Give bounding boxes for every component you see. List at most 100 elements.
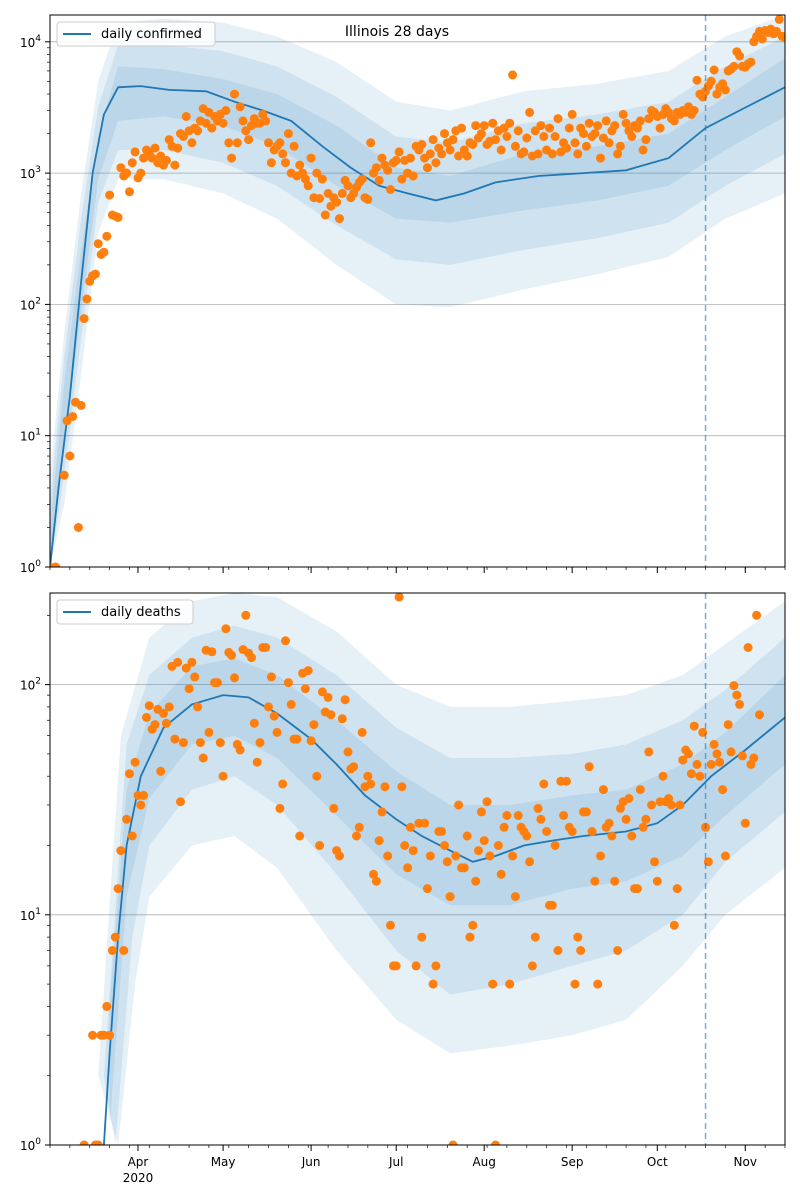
observed-point <box>295 831 305 841</box>
observed-point <box>613 149 623 159</box>
legend-label-daily-deaths: daily deaths <box>101 605 181 620</box>
observed-point <box>303 181 313 191</box>
observed-point <box>99 247 109 257</box>
observed-point <box>244 135 254 145</box>
observed-point <box>604 818 614 828</box>
observed-point <box>502 132 512 141</box>
observed-point <box>581 807 591 817</box>
observed-point <box>235 745 245 755</box>
legend-frame <box>56 599 194 625</box>
observed-point <box>542 827 552 836</box>
observed-point <box>757 34 767 44</box>
observed-point <box>468 920 478 930</box>
observed-point <box>215 738 225 748</box>
observed-point <box>539 779 549 789</box>
observed-point <box>125 769 134 779</box>
observed-point <box>306 736 316 746</box>
observed-point <box>181 663 191 673</box>
observed-point <box>303 666 313 676</box>
observed-point <box>525 857 535 867</box>
observed-point <box>536 121 546 131</box>
observed-point <box>369 869 378 879</box>
observed-point <box>454 800 464 810</box>
observed-point <box>386 920 395 930</box>
observed-point <box>235 102 245 112</box>
observed-point <box>590 129 600 139</box>
observed-point <box>261 116 271 126</box>
observed-point <box>400 841 410 850</box>
observed-point <box>221 106 231 115</box>
observed-point <box>283 678 293 688</box>
observed-point <box>383 851 393 861</box>
x-tick-label: Jul <box>388 1155 403 1169</box>
y-tick-label: 104 <box>20 34 41 50</box>
observed-point <box>212 678 222 688</box>
observed-point <box>510 892 520 902</box>
observed-point <box>261 643 271 652</box>
observed-point <box>187 138 197 148</box>
x-tick-label: Sep <box>561 1155 584 1169</box>
observed-point <box>122 168 132 178</box>
observed-point <box>522 133 532 143</box>
observed-point <box>224 138 234 148</box>
observed-point <box>740 818 750 828</box>
observed-point <box>505 979 515 989</box>
band-middle <box>50 36 785 567</box>
band-inner <box>50 58 785 567</box>
x-tick-label: Aug <box>472 1155 495 1169</box>
observed-point <box>383 165 393 175</box>
model-line <box>50 85 785 567</box>
observed-point <box>320 210 330 220</box>
y-tick-label: 100 <box>20 1137 41 1153</box>
observed-point <box>281 158 290 168</box>
observed-point <box>113 884 123 894</box>
observed-point <box>178 738 188 748</box>
observed-point <box>218 771 228 781</box>
observed-point <box>735 51 745 61</box>
observed-point <box>377 153 387 163</box>
deaths-panel: 100 101 102 Apr May Jun Jul Aug Sep Oct Nov 2020 da… <box>20 592 786 1185</box>
observed-point <box>610 121 620 131</box>
observed-point <box>184 684 194 694</box>
observed-point <box>107 946 117 955</box>
observed-point <box>428 979 438 989</box>
observed-point <box>579 129 588 139</box>
observed-point <box>292 734 302 744</box>
observed-point <box>584 762 594 772</box>
x-year-label: 2020 <box>123 1171 154 1185</box>
observed-point <box>326 710 336 720</box>
observed-point <box>440 841 449 850</box>
observed-point <box>272 727 282 737</box>
observed-point <box>139 790 149 800</box>
observed-point <box>422 163 432 173</box>
observed-point <box>581 141 591 151</box>
observed-point <box>238 116 248 126</box>
observed-point <box>90 269 100 279</box>
observed-point <box>533 149 543 159</box>
observed-point <box>596 153 605 163</box>
observed-point <box>178 132 188 141</box>
observed-point <box>567 109 577 119</box>
observed-point <box>641 814 651 824</box>
observed-point <box>130 147 140 157</box>
observed-point <box>425 149 435 159</box>
observed-point <box>482 797 492 807</box>
observed-point <box>221 624 231 634</box>
observed-point <box>584 118 594 128</box>
observed-point <box>502 811 512 820</box>
observed-point <box>176 797 185 807</box>
observed-point <box>468 140 478 149</box>
observed-point <box>752 610 762 620</box>
observed-point <box>173 143 183 153</box>
observed-point <box>627 831 637 841</box>
observed-point <box>712 749 722 759</box>
observed-point <box>65 451 75 461</box>
observed-point <box>269 711 279 721</box>
observed-point <box>323 692 333 702</box>
observed-point <box>655 123 665 133</box>
y-tick-label: 102 <box>20 677 41 693</box>
observed-point <box>394 147 404 157</box>
observed-point <box>601 116 611 126</box>
observed-point <box>476 129 486 139</box>
observed-point <box>241 126 251 136</box>
